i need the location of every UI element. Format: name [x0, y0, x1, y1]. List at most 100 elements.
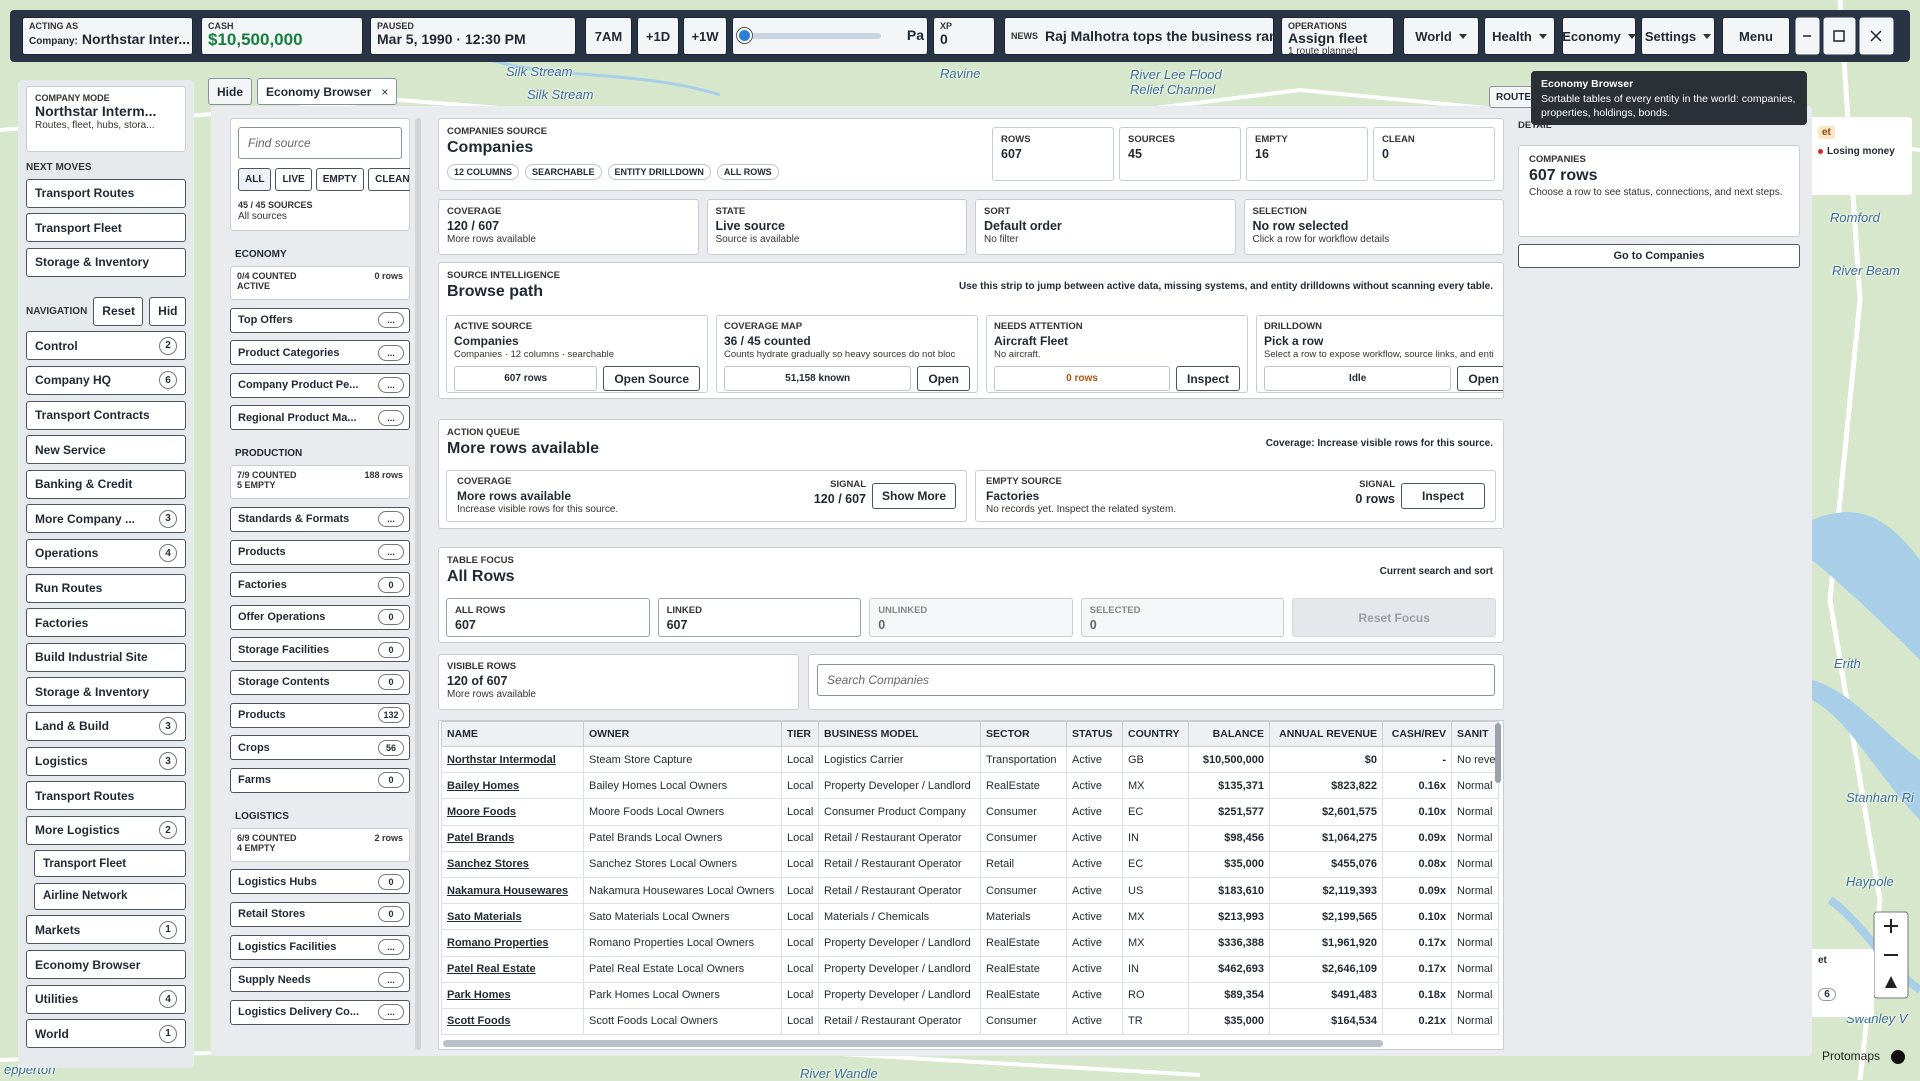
column-header[interactable]: SECTOR [980, 721, 1067, 747]
menu-dropdown[interactable]: Economy [1562, 17, 1636, 55]
table-row[interactable]: Patel Brands Patel Brands Local Owners Loc… [441, 824, 1499, 852]
speed-button[interactable]: +1W [683, 17, 727, 55]
nav-item[interactable]: World 1 [26, 1019, 186, 1049]
nav-item[interactable]: Factories [26, 608, 186, 638]
filter-button[interactable]: ALL [238, 168, 272, 191]
nav-item[interactable]: More Logistics 2 [26, 815, 186, 845]
table-row[interactable]: Romano Properties Romano Properties Local… [441, 929, 1499, 957]
nav-item[interactable]: Transport Routes [26, 781, 186, 811]
nav-item[interactable]: Banking & Credit [26, 469, 186, 499]
source-item[interactable]: Storage Facilities 0 [230, 637, 410, 663]
reset-button[interactable]: Reset Focus [1292, 598, 1496, 637]
action-button[interactable]: Open [1457, 366, 1503, 391]
column-header[interactable]: SANIT [1451, 721, 1499, 747]
menu-dropdown[interactable]: Health [1484, 17, 1555, 55]
source-search[interactable]: Find source [238, 127, 402, 159]
focus-stat[interactable]: UNLINKED 0 [869, 598, 1073, 637]
source-item[interactable]: Storage Contents 0 [230, 669, 410, 695]
source-item[interactable]: Products 132 [230, 702, 410, 728]
source-item[interactable]: Crops 56 [230, 735, 410, 761]
next-move-button[interactable]: Transport Fleet [26, 213, 186, 243]
source-item[interactable]: Product Categories... [230, 340, 410, 366]
nav-item[interactable]: Control 2 [26, 331, 186, 361]
column-header[interactable]: TIER [781, 721, 819, 747]
column-header[interactable]: ANNUAL REVENUE [1269, 721, 1383, 747]
source-item[interactable]: Farms 0 [230, 767, 410, 793]
source-item[interactable]: Regional Product Ma...... [230, 405, 410, 431]
source-item[interactable]: Factories 0 [230, 572, 410, 598]
slider-knob[interactable] [737, 28, 752, 43]
nav-tool-button[interactable]: Reset [93, 296, 144, 326]
column-header[interactable]: NAME [441, 721, 584, 747]
focus-stat[interactable]: SELECTED 0 [1080, 598, 1285, 637]
nav-item[interactable]: Utilities 4 [26, 984, 186, 1014]
focus-stat[interactable]: LINKED 607 [657, 598, 862, 637]
nav-item[interactable]: Company HQ 6 [26, 365, 186, 395]
nav-item[interactable]: Transport Contracts [26, 400, 186, 430]
nav-item[interactable]: New Service [26, 435, 186, 465]
table-row[interactable]: Scott Foods Scott Foods Local Owners Local… [441, 1007, 1499, 1036]
nav-subitem[interactable]: Transport Fleet [34, 850, 186, 878]
source-item[interactable]: Retail Stores 0 [230, 901, 410, 927]
speed-button[interactable]: 7AM [585, 17, 632, 55]
table-row[interactable]: Sato Materials Sato Materials Local Owner… [441, 903, 1499, 931]
nav-item[interactable]: Markets 1 [26, 915, 186, 945]
source-item[interactable]: Products... [230, 539, 410, 565]
tab-close[interactable]: × [381, 84, 389, 99]
action-button[interactable]: Inspect [1401, 483, 1485, 509]
action-button[interactable]: Show More [872, 483, 956, 509]
table-search[interactable]: Search Companies [817, 664, 1495, 696]
speed-button[interactable]: +1D [637, 17, 679, 55]
info-icon[interactable] [1891, 1050, 1905, 1064]
go-button[interactable]: Go to Companies [1518, 244, 1800, 268]
column-header[interactable]: BUSINESS MODEL [818, 721, 981, 747]
nav-item[interactable]: Run Routes [26, 573, 186, 603]
nav-item[interactable]: Logistics 3 [26, 746, 186, 776]
hide-button[interactable]: Hide [208, 78, 253, 105]
table-row[interactable]: Nakamura Housewares Nakamura Housewares L… [441, 876, 1499, 905]
action-button[interactable]: Open Source [603, 366, 700, 391]
table-row[interactable]: Moore Foods Moore Foods Local Owners Local… [441, 798, 1499, 826]
menu-dropdown[interactable]: World [1403, 17, 1479, 55]
table-row[interactable]: Bailey Homes Bailey Homes Local Owners Loc… [441, 772, 1499, 800]
source-item[interactable]: Top Offers... [230, 307, 410, 333]
news[interactable]: NEWS Raj Malhotra tops the business rank [1004, 17, 1274, 55]
focus-stat[interactable]: ALL ROWS 607 [446, 598, 650, 637]
filter-button[interactable]: EMPTY [315, 168, 365, 191]
menu-dropdown[interactable]: Settings [1641, 17, 1715, 55]
next-move-button[interactable]: Storage & Inventory [26, 247, 186, 277]
filter-button[interactable]: LIVE [275, 168, 312, 191]
source-item[interactable]: Supply Needs... [230, 967, 410, 993]
column-header[interactable]: STATUS [1066, 721, 1123, 747]
next-move-button[interactable]: Transport Routes [26, 178, 186, 208]
source-item[interactable]: Logistics Hubs 0 [230, 869, 410, 895]
action-button[interactable]: Inspect [1175, 366, 1240, 391]
column-header[interactable]: BALANCE [1188, 721, 1270, 747]
window-controls[interactable] [1795, 17, 1895, 55]
source-item[interactable]: Standards & Formats... [230, 506, 410, 532]
browser-tab[interactable]: Economy Browser × [257, 78, 398, 105]
nav-item[interactable]: More Company ... 3 [26, 504, 186, 534]
nav-item[interactable]: Storage & Inventory [26, 677, 186, 707]
table-row[interactable]: Sanchez Stores Sanchez Stores Local Owner… [441, 850, 1499, 878]
nav-tool-button[interactable]: Hid [149, 296, 186, 326]
zoom-controls[interactable] [1873, 911, 1909, 999]
nav-item[interactable]: Economy Browser [26, 950, 186, 980]
source-item[interactable]: Offer Operations 0 [230, 604, 410, 630]
source-item[interactable]: Logistics Delivery Co...... [230, 999, 410, 1025]
source-item[interactable]: Logistics Facilities... [230, 934, 410, 960]
column-header[interactable]: COUNTRY [1122, 721, 1189, 747]
table-row[interactable]: Northstar Intermodal Steam Store Capture L… [441, 745, 1499, 774]
nav-item[interactable]: Build Industrial Site [26, 642, 186, 672]
column-header[interactable]: OWNER [583, 721, 782, 747]
menu-button[interactable]: Menu [1722, 17, 1790, 55]
nav-subitem[interactable]: Airline Network [34, 882, 186, 910]
filter-button[interactable]: CLEAN [368, 168, 410, 191]
column-header[interactable]: CASH/REV [1382, 721, 1452, 747]
source-item[interactable]: Company Product Pe...... [230, 372, 410, 398]
table-row[interactable]: Patel Real Estate Patel Real Estate Local… [441, 955, 1499, 983]
nav-item[interactable]: Operations 4 [26, 538, 186, 568]
operations[interactable]: OPERATIONS Assign fleet 1 route planned [1281, 17, 1394, 55]
action-button[interactable]: Open [917, 366, 970, 391]
nav-item[interactable]: Land & Build 3 [26, 711, 186, 741]
